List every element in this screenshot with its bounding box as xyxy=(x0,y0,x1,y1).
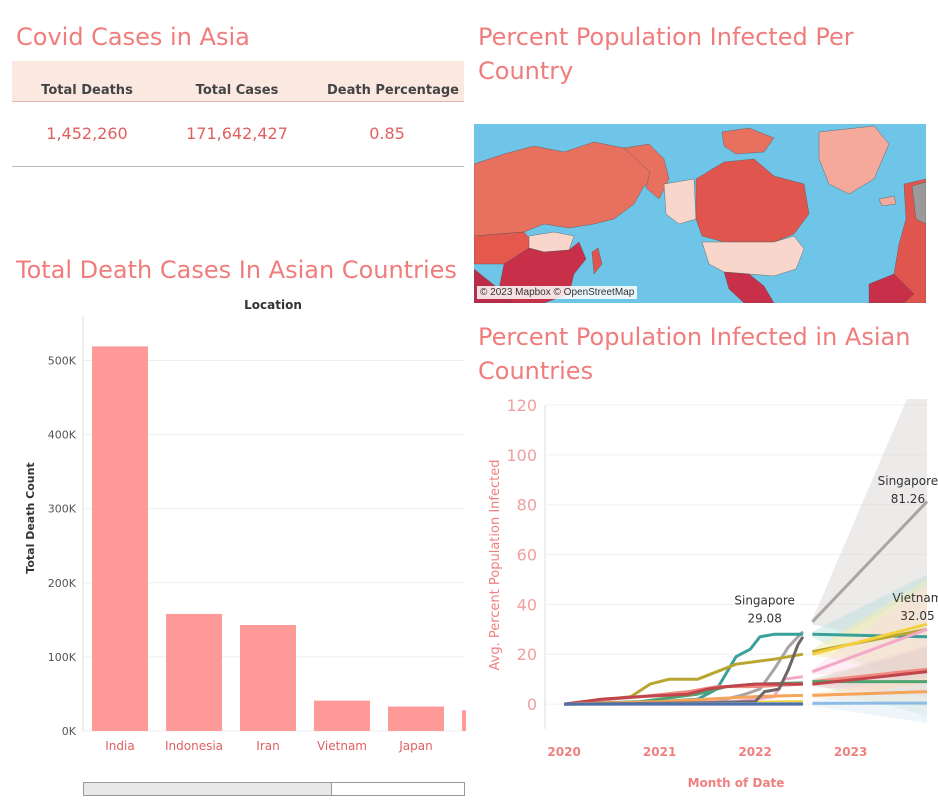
kpi-header-total-deaths: Total Deaths xyxy=(41,83,133,98)
bar-chart-y-tick-label: 400K xyxy=(48,429,77,442)
kpi-header-total-cases: Total Cases xyxy=(195,83,279,98)
bar-chart-y-tick-label: 100K xyxy=(48,651,77,664)
line-series-path[interactable] xyxy=(563,652,804,706)
line-chart-y-tick-label: 80 xyxy=(517,496,537,515)
line-chart-x-tick-label: 2022 xyxy=(738,745,771,759)
map-region-south-america[interactable] xyxy=(868,273,915,303)
forecast-band xyxy=(812,586,927,662)
bar-japan[interactable] xyxy=(388,706,444,731)
line-chart-x-tick-label: 2021 xyxy=(643,745,676,759)
forecast-band xyxy=(812,646,927,697)
line-series-forecast[interactable] xyxy=(812,690,928,697)
line-annotation-value: 29.08 xyxy=(747,611,781,625)
map-region-arctic-islands[interactable] xyxy=(721,127,775,155)
line-chart-annotations: Singapore 29.08 Singapore 81.26 Vietnam 32.05 xyxy=(734,474,938,626)
line-series-path[interactable] xyxy=(563,682,803,706)
bar-indonesia[interactable] xyxy=(166,613,222,731)
map-region-greenland[interactable] xyxy=(818,125,890,195)
line-chart-x-tick-label: 2020 xyxy=(547,745,580,759)
map-region-scandinavia[interactable] xyxy=(911,181,926,225)
bar-vietnam[interactable] xyxy=(314,700,370,731)
line-chart-x-tick-label: 2023 xyxy=(834,745,867,759)
kpi-value-total-cases: 171,642,427 xyxy=(186,124,288,143)
bar-chart-x-tick-label: Japan xyxy=(398,739,432,753)
map-region-canada[interactable] xyxy=(695,158,810,243)
bar-chart-x-tick-label: Indonesia xyxy=(165,739,223,753)
line-chart-y-tick-label: 60 xyxy=(517,546,537,565)
line-chart-xlabel: Month of Date xyxy=(688,776,785,790)
line-series-forecast[interactable] xyxy=(812,667,928,684)
line-annotation-name: Vietnam xyxy=(892,591,938,605)
map-svg xyxy=(474,124,926,303)
line-annotation-value: 32.05 xyxy=(900,609,934,623)
kpi-title: Covid Cases in Asia xyxy=(16,23,250,51)
line-chart-y-tick-label: 20 xyxy=(517,645,537,664)
bar-chart-x-tick-label: Iran xyxy=(256,739,279,753)
bar-chart-title: Total Death Cases In Asian Countries xyxy=(16,256,457,284)
line-chart: Avg. Percent Population Infected Month o… xyxy=(488,399,938,790)
bar-chart-y-tick-label: 500K xyxy=(48,354,77,367)
bar-chart-scrollbar[interactable] xyxy=(83,782,465,796)
bar-chart-x-tick-label: India xyxy=(105,739,134,753)
line-chart-title: Percent Population Infected in Asian Cou… xyxy=(478,323,911,385)
line-chart-y-ticks: 0 20 40 60 80 100 120 xyxy=(506,399,537,714)
map-region-japan[interactable] xyxy=(591,247,603,275)
bar-chart-scroll-thumb[interactable] xyxy=(84,783,332,795)
line-chart-x-ticks: 2020 2021 2022 2023 xyxy=(547,745,867,759)
forecast-band xyxy=(812,399,927,652)
bar-chart: Location Total Death Count 0K 100K 200K 300… xyxy=(24,298,466,753)
bar-chart-bars xyxy=(92,346,466,731)
kpi-header-death-percentage: Death Percentage xyxy=(326,83,460,98)
line-series-forecast[interactable] xyxy=(811,500,929,623)
forecast-band xyxy=(812,584,927,675)
forecast-band xyxy=(812,579,927,680)
map-title: Percent Population Infected Per Country xyxy=(478,23,854,85)
bar-chart-x-ticks: India Indonesia Iran Vietnam Japan xyxy=(105,739,432,753)
map-attribution[interactable]: © 2023 Mapbox © OpenStreetMap xyxy=(477,286,638,299)
bar-chart-y-tick-label: 0K xyxy=(62,725,77,738)
map-region-usa[interactable] xyxy=(701,235,805,277)
bar-partial-offscreen xyxy=(462,710,466,731)
bar-chart-y-ticks: 0K 100K 200K 300K 400K 500K xyxy=(48,354,77,738)
line-series-forecast[interactable] xyxy=(811,627,928,674)
line-chart-y-tick-label: 40 xyxy=(517,595,537,614)
line-chart-series xyxy=(563,500,929,706)
line-series-forecast[interactable] xyxy=(812,622,928,656)
line-series-forecast[interactable] xyxy=(812,670,928,686)
forecast-band xyxy=(812,676,927,707)
map-region-far-east[interactable] xyxy=(623,143,670,200)
line-chart-y-tick-label: 0 xyxy=(527,695,537,714)
bar-chart-header: Location xyxy=(244,298,302,312)
map-region-mexico[interactable] xyxy=(723,271,775,303)
kpi-value-total-deaths: 1,452,260 xyxy=(46,124,128,143)
world-map[interactable] xyxy=(474,124,926,303)
line-annotation-name: Singapore xyxy=(734,593,795,607)
kpi-value-death-percentage: 0.85 xyxy=(369,124,405,143)
bar-chart-y-tick-label: 300K xyxy=(48,503,77,516)
bar-india[interactable] xyxy=(92,346,148,731)
bar-iran[interactable] xyxy=(240,625,296,731)
map-region-iceland[interactable] xyxy=(878,195,897,207)
line-annotation-name: Singapore xyxy=(878,474,938,488)
line-chart-y-tick-label: 100 xyxy=(506,446,537,465)
kpi-divider xyxy=(12,166,464,167)
bar-chart-ylabel: Total Death Count xyxy=(24,462,37,573)
line-annotation-value: 81.26 xyxy=(891,492,925,506)
map-region-mongolia[interactable] xyxy=(528,231,575,253)
kpi-header-row: Total Deaths Total Cases Death Percentag… xyxy=(12,61,464,102)
bar-chart-y-tick-label: 200K xyxy=(48,577,77,590)
map-region-alaska[interactable] xyxy=(663,178,697,225)
line-chart-ylabel: Avg. Percent Population Infected xyxy=(488,460,503,671)
line-chart-y-tick-label: 120 xyxy=(506,399,537,415)
bar-chart-x-tick-label: Vietnam xyxy=(317,739,367,753)
